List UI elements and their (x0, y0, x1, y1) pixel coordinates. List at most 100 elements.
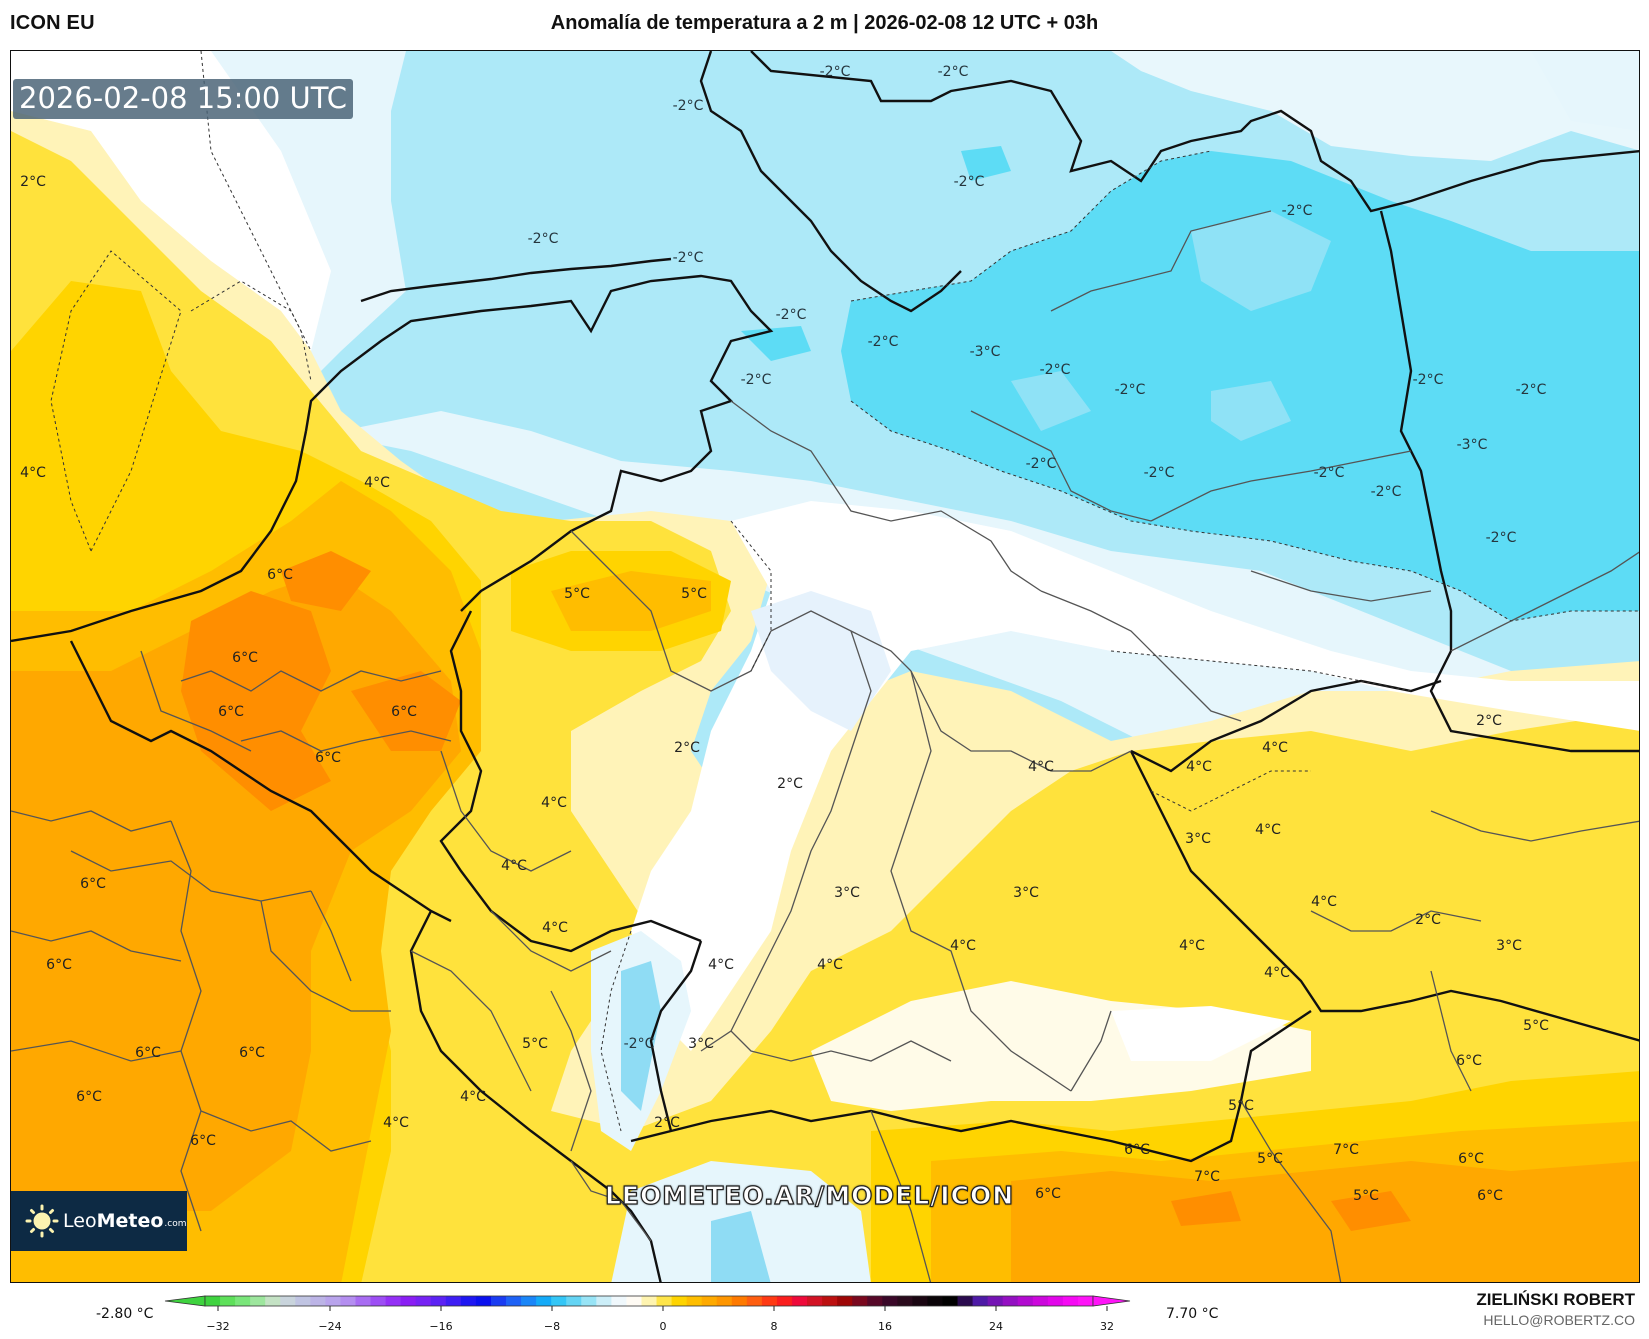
contour-label: 4°C (383, 1115, 409, 1131)
contour-label: 4°C (20, 465, 46, 481)
contour-label: 3°C (834, 885, 860, 901)
contour-label: -2°C (953, 174, 985, 190)
contour-label: 5°C (1228, 1098, 1254, 1114)
contour-label: -2°C (1281, 203, 1313, 219)
contour-label: 2°C (777, 776, 803, 792)
contour-label: 6°C (1456, 1053, 1482, 1069)
contour-label: 4°C (1262, 740, 1288, 756)
contour-label: -2°C (867, 334, 899, 350)
contour-label: -2°C (1039, 362, 1071, 378)
contour-label: 3°C (1013, 885, 1039, 901)
valid-time-badge: 2026-02-08 15:00 UTC (13, 79, 354, 119)
contour-label: 6°C (1477, 1188, 1503, 1204)
sun-icon (25, 1204, 59, 1238)
colorbar-tick-label: −24 (318, 1320, 342, 1333)
colorbar-tick-label: −16 (429, 1320, 453, 1333)
contour-label: 5°C (1257, 1151, 1283, 1167)
contour-label: -2°C (672, 250, 704, 266)
contour-label: -2°C (937, 64, 969, 80)
contour-label: 6°C (1458, 1151, 1484, 1167)
colorbar: -2.80 °C −32 −24 −16 −8 0 8 16 24 32 7.70 °C (0, 1284, 1649, 1339)
contour-label: 4°C (541, 795, 567, 811)
leometeo-logo[interactable]: LeoMeteo .com (11, 1191, 187, 1251)
logo-text: LeoMeteo (63, 1210, 164, 1232)
contour-label: 6°C (80, 876, 106, 892)
contour-label: -3°C (1456, 437, 1488, 453)
contour-label: -3°C (969, 344, 1001, 360)
contour-label: 5°C (1523, 1018, 1549, 1034)
contour-label: -2°C (1025, 456, 1057, 472)
contour-label: 4°C (1264, 965, 1290, 981)
contour-label: 4°C (817, 957, 843, 973)
anomaly-field (11, 51, 1639, 1282)
contour-label: 4°C (460, 1089, 486, 1105)
contour-label: 6°C (391, 704, 417, 720)
contour-label: 4°C (950, 938, 976, 954)
contour-label: 3°C (688, 1036, 714, 1052)
field-min-label: -2.80 °C (96, 1306, 154, 1322)
colorbar-tick-label: −32 (206, 1320, 230, 1333)
colorbar-tick-label: 0 (659, 1320, 667, 1333)
contour-label: 6°C (1124, 1142, 1150, 1158)
contour-label: 5°C (681, 586, 707, 602)
contour-label: 2°C (654, 1115, 680, 1131)
field-max-label: 7.70 °C (1166, 1306, 1219, 1322)
contour-label: 2°C (1415, 912, 1441, 928)
contour-label: 5°C (564, 586, 590, 602)
credits: ZIELIŃSKI ROBERT HELLO@ROBERTZ.CO (1476, 1290, 1635, 1328)
colorbar-scale (164, 1295, 1131, 1311)
contour-label: 7°C (1333, 1142, 1359, 1158)
contour-label: 7°C (1194, 1169, 1220, 1185)
contour-label: 2°C (1476, 713, 1502, 729)
contour-label: -2°C (672, 98, 704, 114)
contour-label: -2°C (623, 1036, 655, 1052)
contour-label: 3°C (1496, 938, 1522, 954)
contour-label: 4°C (1255, 822, 1281, 838)
contour-label: -2°C (527, 231, 559, 247)
contour-label: -2°C (1313, 465, 1345, 481)
contour-label: 6°C (1035, 1186, 1061, 1202)
source-watermark: LEOMETEO.AR/MODEL/ICON (604, 1180, 1015, 1210)
logo-domain: .com (164, 1219, 187, 1229)
contour-label: 6°C (190, 1133, 216, 1149)
contour-label: 3°C (1185, 831, 1211, 847)
contour-label: 4°C (364, 475, 390, 491)
contour-label: 4°C (1311, 894, 1337, 910)
contour-label: -2°C (1515, 382, 1547, 398)
contour-label: -2°C (1412, 372, 1444, 388)
contour-label: 2°C (20, 174, 46, 190)
contour-label: 5°C (1353, 1188, 1379, 1204)
contour-label: 4°C (708, 957, 734, 973)
colorbar-tick-label: 16 (878, 1320, 892, 1333)
contour-label: 6°C (315, 750, 341, 766)
contour-label: 4°C (1179, 938, 1205, 954)
author-name: ZIELIŃSKI ROBERT (1476, 1290, 1635, 1309)
contour-label: 2°C (674, 740, 700, 756)
contour-label: 4°C (542, 920, 568, 936)
contour-label: 6°C (46, 957, 72, 973)
contour-label: -2°C (819, 64, 851, 80)
contour-label: -2°C (740, 372, 772, 388)
colorbar-tick-label: 8 (770, 1320, 778, 1333)
colorbar-tick-label: 24 (989, 1320, 1003, 1333)
contour-label: -2°C (1370, 484, 1402, 500)
contour-label: 6°C (239, 1045, 265, 1061)
chart-title: Anomalía de temperatura a 2 m | 2026-02-… (550, 12, 1099, 34)
colorbar-tick-label: 32 (1100, 1320, 1114, 1333)
contour-label: -2°C (1143, 465, 1175, 481)
contour-label: 4°C (501, 858, 527, 874)
contour-label: 6°C (76, 1089, 102, 1105)
contour-label: -2°C (1114, 382, 1146, 398)
temperature-anomaly-map[interactable]: 2026-02-08 15:00 UTC 2°C 4°C -2°C -2°C -2°C -… (10, 50, 1640, 1283)
contour-label: 4°C (1186, 759, 1212, 775)
contour-label: 6°C (135, 1045, 161, 1061)
contour-label: 6°C (267, 567, 293, 583)
contour-label: 5°C (522, 1036, 548, 1052)
contour-label: 6°C (232, 650, 258, 666)
contour-label: 4°C (1028, 759, 1054, 775)
author-email[interactable]: HELLO@ROBERTZ.CO (1483, 1312, 1635, 1328)
contour-label: 6°C (218, 704, 244, 720)
contour-label: -2°C (1485, 530, 1517, 546)
model-name: ICON EU (10, 12, 95, 34)
contour-label: -2°C (775, 307, 807, 323)
